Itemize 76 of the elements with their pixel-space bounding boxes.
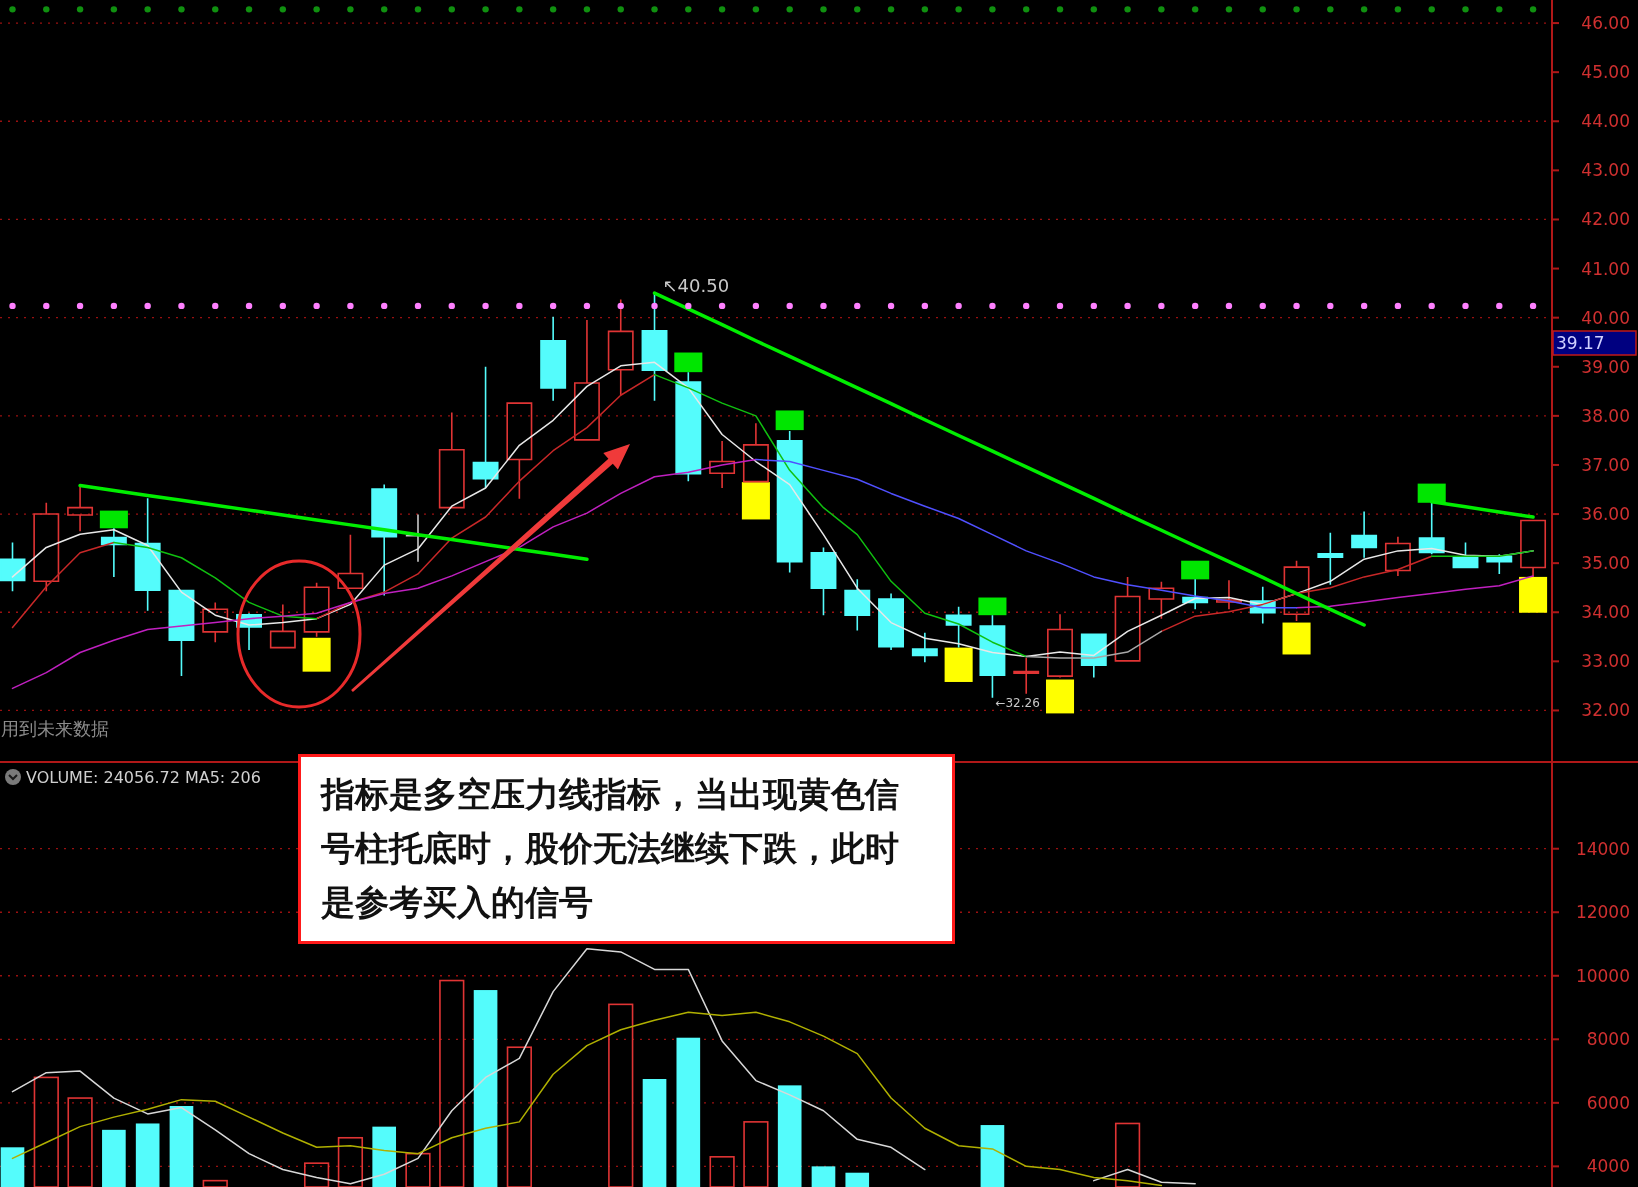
candlestick [1013,657,1040,695]
y-tick-label: 6000 [1586,1092,1630,1113]
bar [1519,576,1548,613]
line-series [652,291,1366,627]
candlestick [911,632,938,664]
y-tick-label: 37.00 [1581,454,1630,475]
candlestick [1216,579,1242,611]
annotation: 用到未来数据 [1,717,109,739]
y-tick-label: 45.00 [1581,62,1630,83]
y-tick-label: 46.00 [1581,13,1630,34]
y-tick-label: 8000 [1586,1029,1630,1050]
candlestick [742,422,769,483]
annotation: ←32.26 [995,696,1040,711]
chart-title: VOLUME: 24056.72 MA5: 206 [26,767,261,787]
candlestick [202,601,229,643]
text: 39.17 [1556,333,1605,353]
candlestick [1317,531,1344,586]
bar [1181,560,1210,580]
bar [674,352,703,373]
annotation: ↖40.50 [662,274,730,296]
candlestick [0,541,26,592]
annotation: 指标是多空压力线指标，当出现黄色信号柱托底时，股价无法继续下跌，此时是参考买入的信号 [321,773,900,924]
candlestick [878,592,905,651]
candlestick [472,365,499,489]
y-tick-label: 44.00 [1581,111,1630,132]
y-tick-label: 36.00 [1581,504,1630,525]
bar [741,482,770,520]
candlestick [67,485,94,533]
line-series [755,458,1298,609]
y-tick-label: 14000 [1575,838,1630,859]
bar [978,597,1007,616]
y-tick-label: 4000 [1586,1156,1630,1177]
candlestick [371,483,398,597]
candlestick [33,501,60,592]
candlestick [641,292,668,402]
candlestick [337,533,364,589]
y-tick-label: 12000 [1575,902,1630,923]
candlestick [709,440,736,489]
line-series [1025,630,1163,659]
y-tick-label: 34.00 [1581,602,1630,623]
bar [302,637,331,672]
candlestick [1148,581,1175,620]
candlestick [134,497,161,612]
y-tick-label: 33.00 [1581,651,1630,672]
candlestick [1047,613,1073,679]
candlestick [1114,576,1141,662]
y-tick-label: 41.00 [1581,258,1630,279]
line-series [11,1011,1163,1187]
candlestick [438,411,465,509]
candlestick [607,298,634,397]
y-tick-label: 39.00 [1581,356,1630,377]
candlestick [168,589,195,677]
y-tick-label: 40.00 [1581,307,1630,328]
candlestick [776,430,803,574]
bar [99,510,128,529]
y-tick-label: 43.00 [1581,160,1630,181]
candlestick [506,402,533,500]
candlestick [810,546,837,616]
y-tick-label: 10000 [1575,965,1630,986]
bar [1282,622,1311,655]
line-series [78,483,589,561]
y-tick-label: 32.00 [1581,700,1630,721]
y-tick-label: 42.00 [1581,209,1630,230]
candlestick [1384,535,1411,577]
candlestick [303,581,330,638]
bar [944,647,973,682]
y-tick-label: 35.00 [1581,553,1630,574]
bar [1045,679,1075,714]
candlestick [540,315,567,402]
candlestick [269,603,296,650]
candlestick [1283,559,1310,622]
y-tick-label: 38.00 [1581,405,1630,426]
candlestick [844,578,871,632]
bar [775,410,804,431]
candlestick [573,319,600,441]
candlestick [1351,510,1378,559]
